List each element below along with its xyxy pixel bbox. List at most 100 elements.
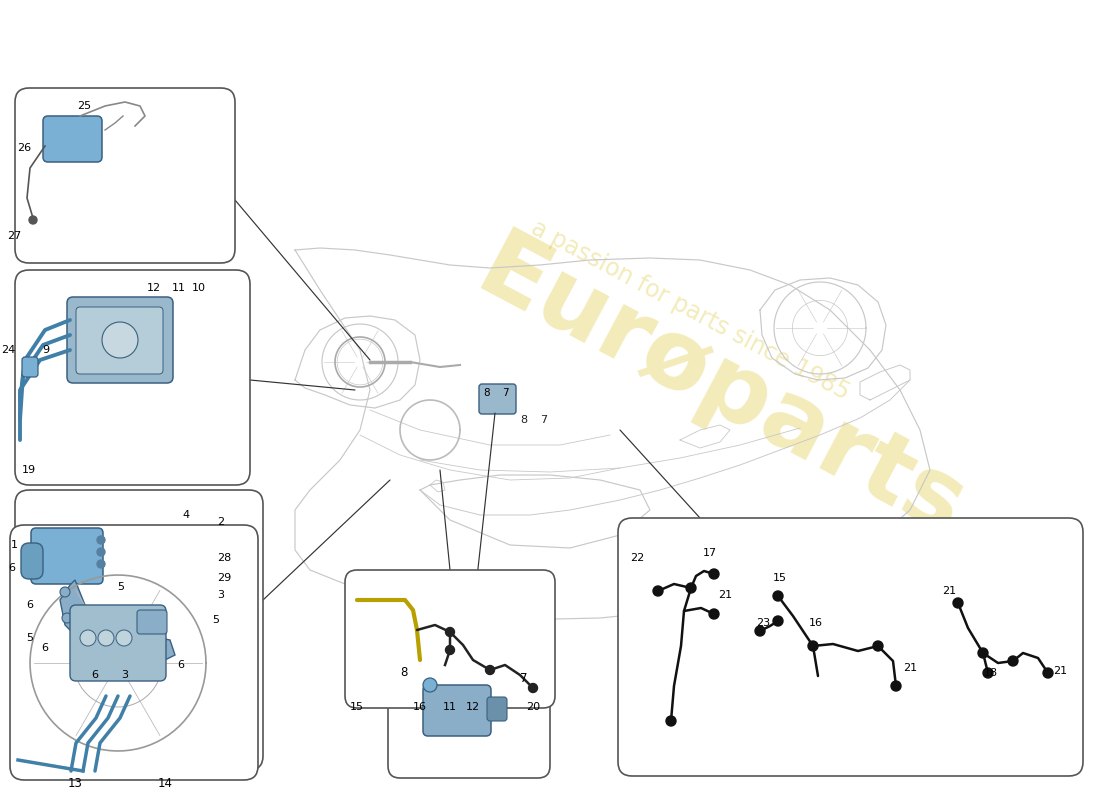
Circle shape [120, 627, 130, 637]
Circle shape [446, 627, 454, 637]
Text: 21: 21 [718, 590, 733, 600]
Circle shape [808, 641, 818, 651]
Text: 6: 6 [8, 563, 15, 573]
Text: 12: 12 [466, 702, 480, 712]
FancyBboxPatch shape [70, 605, 166, 681]
Circle shape [773, 616, 783, 626]
Text: 24: 24 [1, 345, 15, 355]
Text: 5: 5 [212, 615, 219, 625]
Text: 14: 14 [157, 777, 173, 790]
Text: 2: 2 [217, 517, 224, 527]
Text: 26: 26 [16, 143, 31, 153]
Text: 3: 3 [121, 670, 129, 680]
Text: 19: 19 [22, 465, 36, 475]
Polygon shape [60, 580, 175, 665]
Text: 15: 15 [350, 702, 364, 712]
Circle shape [102, 322, 138, 358]
Circle shape [873, 641, 883, 651]
Text: 23: 23 [756, 618, 770, 628]
Text: 18: 18 [983, 668, 998, 678]
Circle shape [528, 683, 538, 693]
FancyBboxPatch shape [388, 660, 550, 778]
Text: 6: 6 [177, 660, 184, 670]
Text: 7: 7 [540, 415, 547, 425]
FancyBboxPatch shape [618, 518, 1084, 776]
Circle shape [1043, 668, 1053, 678]
Text: 6: 6 [26, 600, 33, 610]
FancyBboxPatch shape [345, 570, 556, 708]
Text: 21: 21 [903, 663, 917, 673]
Circle shape [92, 607, 102, 617]
Text: 12: 12 [147, 283, 161, 293]
Circle shape [60, 587, 70, 597]
FancyBboxPatch shape [487, 697, 507, 721]
Circle shape [953, 598, 962, 608]
Circle shape [1008, 656, 1018, 666]
Text: 7: 7 [502, 388, 508, 398]
Circle shape [98, 630, 114, 646]
Circle shape [710, 609, 719, 619]
FancyBboxPatch shape [478, 384, 516, 414]
Text: 6: 6 [91, 670, 99, 680]
Text: 9: 9 [42, 345, 50, 355]
Text: 10: 10 [192, 283, 206, 293]
FancyBboxPatch shape [76, 307, 163, 374]
Circle shape [755, 626, 764, 636]
FancyBboxPatch shape [67, 297, 173, 383]
FancyBboxPatch shape [10, 525, 258, 780]
Circle shape [666, 716, 676, 726]
Text: 8: 8 [520, 415, 527, 425]
Circle shape [85, 633, 95, 643]
Text: 16: 16 [412, 702, 427, 712]
Circle shape [97, 548, 104, 556]
Circle shape [983, 668, 993, 678]
Circle shape [891, 681, 901, 691]
Text: 5: 5 [26, 633, 33, 643]
Text: 21: 21 [942, 586, 956, 596]
Text: 25: 25 [77, 101, 91, 111]
Circle shape [29, 216, 37, 224]
Text: 8: 8 [400, 666, 408, 678]
Text: a passion for parts since 1985: a passion for parts since 1985 [527, 215, 854, 405]
Circle shape [150, 640, 160, 650]
Text: 20: 20 [526, 702, 540, 712]
Text: 11: 11 [172, 283, 186, 293]
FancyBboxPatch shape [21, 543, 43, 579]
FancyBboxPatch shape [43, 116, 102, 162]
Circle shape [773, 591, 783, 601]
Text: 17: 17 [703, 548, 717, 558]
Text: 22: 22 [630, 553, 645, 563]
Circle shape [80, 630, 96, 646]
Text: 7: 7 [520, 671, 528, 685]
Circle shape [97, 536, 104, 544]
FancyBboxPatch shape [424, 685, 491, 736]
Text: 27: 27 [7, 231, 21, 241]
Text: 3: 3 [217, 590, 224, 600]
Circle shape [653, 586, 663, 596]
Circle shape [710, 569, 719, 579]
FancyBboxPatch shape [15, 88, 235, 263]
Circle shape [446, 646, 454, 654]
Text: 21: 21 [1053, 666, 1067, 676]
Text: 15: 15 [773, 573, 786, 583]
Circle shape [116, 630, 132, 646]
Text: 5: 5 [117, 582, 124, 592]
Text: 11: 11 [443, 702, 456, 712]
Circle shape [424, 678, 437, 692]
FancyBboxPatch shape [22, 357, 38, 377]
FancyBboxPatch shape [31, 528, 103, 584]
FancyBboxPatch shape [15, 490, 263, 770]
Text: Eurøparts: Eurøparts [461, 222, 979, 558]
Circle shape [978, 648, 988, 658]
Text: 16: 16 [808, 618, 823, 628]
FancyBboxPatch shape [15, 270, 250, 485]
Text: 1: 1 [11, 540, 18, 550]
Text: 29: 29 [217, 573, 231, 583]
FancyBboxPatch shape [138, 610, 167, 634]
Text: 4: 4 [182, 510, 189, 520]
Circle shape [485, 666, 495, 674]
Text: 13: 13 [67, 777, 82, 790]
Circle shape [97, 560, 104, 568]
Text: 28: 28 [217, 553, 231, 563]
Text: 8: 8 [483, 388, 490, 398]
